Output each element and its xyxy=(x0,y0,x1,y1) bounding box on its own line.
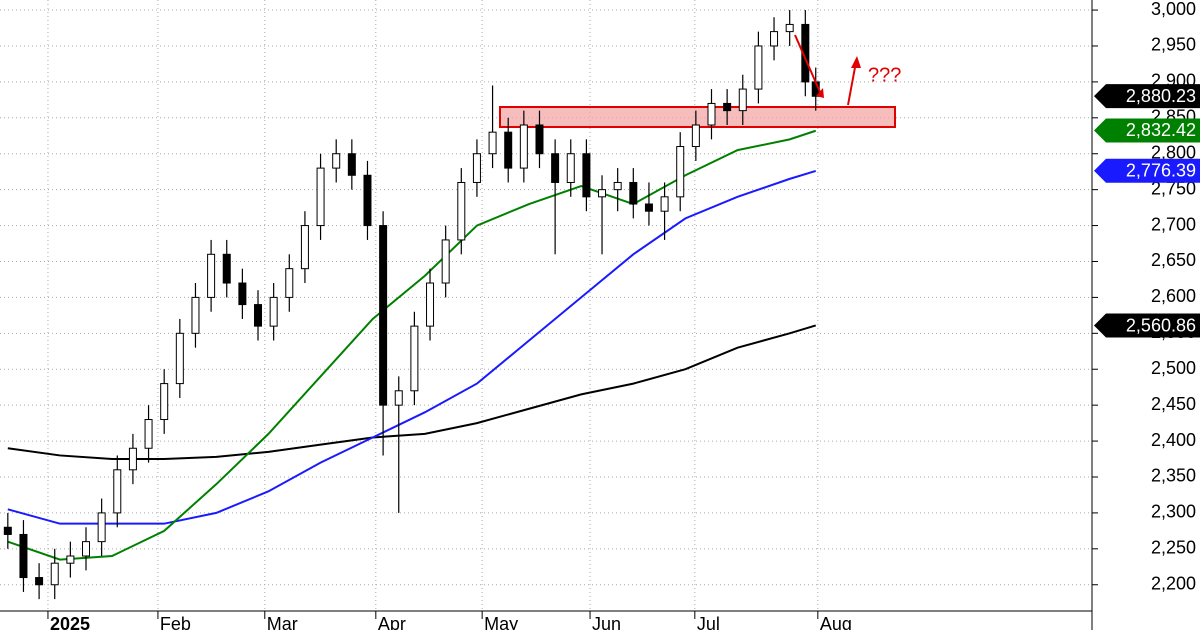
candle-body xyxy=(660,196,669,212)
candle-body xyxy=(50,562,59,586)
up-arrow xyxy=(847,61,857,106)
candle-body xyxy=(426,282,435,327)
candle-body xyxy=(754,45,763,90)
y-tick-label: 2,200 xyxy=(1151,573,1196,593)
candle-body xyxy=(644,203,653,212)
price-tag-label: 2,880.23 xyxy=(1126,86,1196,106)
candle-body xyxy=(457,181,466,241)
x-tick-label: Mar xyxy=(267,614,298,630)
candle-body xyxy=(175,332,184,385)
candle-body xyxy=(35,577,44,586)
candle-body xyxy=(316,167,325,227)
moving-average xyxy=(7,324,817,461)
y-tick-label: 2,650 xyxy=(1151,250,1196,270)
candle-body xyxy=(347,153,356,176)
price-tag-label: 2,776.39 xyxy=(1126,160,1196,180)
price-tag-label: 2,560.86 xyxy=(1126,315,1196,335)
annotation: ??? xyxy=(868,64,901,86)
candle-body xyxy=(582,153,591,198)
x-tick-label: Jun xyxy=(592,614,621,630)
y-tick-label: 2,350 xyxy=(1151,466,1196,486)
y-tick-label: 2,950 xyxy=(1151,35,1196,55)
candle-body xyxy=(551,153,560,183)
moving-average xyxy=(7,129,817,561)
candle-body xyxy=(598,189,607,198)
candle-body xyxy=(332,153,341,169)
price-tag xyxy=(1094,313,1200,338)
candle-body xyxy=(363,174,372,227)
candle-body xyxy=(379,225,388,406)
arrow-head xyxy=(851,56,861,68)
candle-body xyxy=(410,325,419,392)
price-tag xyxy=(1094,158,1200,183)
candle-body xyxy=(488,131,497,155)
candle-body xyxy=(207,253,216,298)
candle-body xyxy=(629,181,638,205)
y-tick-label: 2,250 xyxy=(1151,538,1196,558)
candle-body xyxy=(472,153,481,183)
candle-body xyxy=(566,153,575,183)
arrow-head xyxy=(816,88,824,98)
x-tick-label: 2025 xyxy=(50,614,90,630)
x-tick-label: Apr xyxy=(378,614,406,630)
y-tick-label: 2,700 xyxy=(1151,214,1196,234)
y-tick-label: 2,600 xyxy=(1151,286,1196,306)
y-tick-label: 2,450 xyxy=(1151,394,1196,414)
candle-body xyxy=(801,23,810,83)
price-tag xyxy=(1094,118,1200,143)
candle-body xyxy=(82,541,91,557)
candle-body xyxy=(3,526,12,535)
y-tick-label: 2,750 xyxy=(1151,178,1196,198)
x-tick-label: Aug xyxy=(820,614,852,630)
y-axis: 2,2002,2502,3002,3502,4002,4502,5002,550… xyxy=(47,0,1200,634)
candle-body xyxy=(535,124,544,155)
price-tag-label: 2,832.42 xyxy=(1126,120,1196,140)
candle-body xyxy=(222,253,231,284)
candle-body xyxy=(160,383,169,421)
moving-average xyxy=(7,170,817,525)
candle-body xyxy=(254,304,263,327)
candle-body xyxy=(285,268,294,298)
candle-body xyxy=(785,23,794,33)
y-tick-label: 2,800 xyxy=(1151,142,1196,162)
candle-body xyxy=(128,447,137,471)
candle-body xyxy=(394,390,403,406)
candle-body xyxy=(269,296,278,327)
y-tick-label: 2,400 xyxy=(1151,430,1196,450)
candle-body xyxy=(770,31,779,47)
candle-body xyxy=(441,239,450,284)
candle-body xyxy=(738,88,747,112)
candle-body xyxy=(676,146,685,198)
x-tick-label: May xyxy=(484,614,518,630)
candle-body xyxy=(723,102,732,112)
candle-body xyxy=(97,512,106,543)
candle-body xyxy=(300,225,309,270)
y-tick-label: 3,000 xyxy=(1151,0,1196,19)
x-tick-label: Feb xyxy=(160,614,191,630)
plot xyxy=(3,10,820,600)
candle-body xyxy=(19,533,28,579)
resistance-zone xyxy=(499,106,896,128)
candle-body xyxy=(691,124,700,148)
candle-body xyxy=(191,296,200,334)
candle-body xyxy=(238,282,247,306)
y-tick-label: 2,500 xyxy=(1151,358,1196,378)
candle-body xyxy=(113,469,122,514)
y-tick-label: 2,300 xyxy=(1151,502,1196,522)
candle-body xyxy=(707,102,716,126)
price-tag xyxy=(1094,84,1200,109)
candle-body xyxy=(519,124,528,169)
candle-body xyxy=(504,131,513,169)
candle-body xyxy=(66,555,75,564)
x-tick-label: Jul xyxy=(697,614,720,630)
down-arrow xyxy=(794,34,821,93)
candle-body xyxy=(144,419,153,449)
candle-body xyxy=(613,181,622,191)
